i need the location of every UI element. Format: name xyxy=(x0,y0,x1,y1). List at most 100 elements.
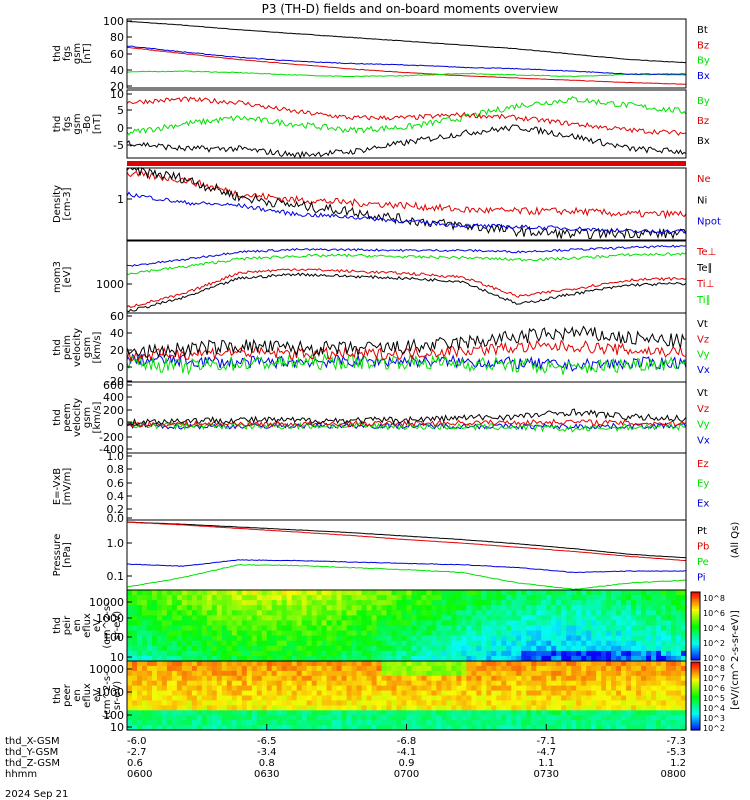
heatmap-cell xyxy=(171,710,178,716)
heatmap-cell xyxy=(147,620,153,627)
heatmap-cell xyxy=(276,695,283,701)
heatmap-cell xyxy=(471,700,477,706)
heatmap-cell xyxy=(491,661,497,667)
heatmap-cell xyxy=(127,685,133,692)
heatmap-cell xyxy=(501,645,507,652)
heatmap-cell xyxy=(231,661,238,667)
heatmap-cell xyxy=(271,695,278,701)
heatmap-cell xyxy=(651,680,657,687)
heatmap-cell xyxy=(611,640,617,647)
heatmap-cell xyxy=(156,590,163,596)
heatmap-cell xyxy=(127,661,133,667)
heatmap-cell xyxy=(646,610,652,616)
heatmap-cell xyxy=(181,610,188,616)
heatmap-cell xyxy=(391,590,398,596)
heatmap-cell xyxy=(396,690,403,697)
heatmap-cell xyxy=(426,705,433,711)
heatmap-cell xyxy=(361,710,368,716)
heatmap-cell xyxy=(336,675,343,682)
heatmap-cell xyxy=(341,635,348,642)
legend-item: Bx xyxy=(697,71,710,82)
heatmap-cell xyxy=(541,695,547,701)
heatmap-cell xyxy=(506,635,512,642)
heatmap-cell xyxy=(546,590,552,596)
heatmap-cell xyxy=(311,640,318,647)
heatmap-cell xyxy=(281,665,288,672)
heatmap-cell xyxy=(586,680,592,687)
heatmap-cell xyxy=(521,725,527,731)
heatmap-cell xyxy=(561,670,567,677)
heatmap-cell xyxy=(281,605,288,611)
heatmap-cell xyxy=(561,700,567,706)
heatmap-cell xyxy=(316,700,323,706)
heatmap-cell xyxy=(676,625,682,632)
heatmap-cell xyxy=(511,610,517,616)
heatmap-cell xyxy=(331,725,338,731)
heatmap-cell xyxy=(281,630,288,637)
heatmap-cell xyxy=(541,670,547,677)
heatmap-cell xyxy=(666,700,672,706)
heatmap-cell xyxy=(606,610,612,616)
heatmap-cell xyxy=(586,590,592,596)
heatmap-cell xyxy=(536,705,542,711)
heatmap-cell xyxy=(626,700,632,706)
heatmap-cell xyxy=(161,615,168,622)
heatmap-cell xyxy=(376,725,383,731)
heatmap-cell xyxy=(191,675,198,682)
heatmap-cell xyxy=(171,620,178,627)
y-axis-label: (cm^2-s- xyxy=(102,602,113,649)
heatmap-cell xyxy=(636,620,642,627)
heatmap-cell xyxy=(321,661,328,667)
heatmap-cell xyxy=(626,720,632,726)
heatmap-cell xyxy=(171,690,178,697)
heatmap-cell xyxy=(531,605,537,611)
y-axis-label: [nT] xyxy=(82,43,93,63)
heatmap-cell xyxy=(286,665,293,672)
y-axis-label: -Bo xyxy=(82,116,93,132)
heatmap-cell xyxy=(616,705,622,711)
panel-frame xyxy=(126,452,687,521)
heatmap-cell xyxy=(651,661,657,667)
heatmap-cell xyxy=(361,630,368,637)
heatmap-cell xyxy=(381,661,388,667)
heatmap-cell xyxy=(426,630,433,637)
heatmap-cell xyxy=(156,680,163,687)
heatmap-cell xyxy=(541,725,547,731)
colorbar-cell xyxy=(691,637,700,641)
heatmap-cell xyxy=(586,670,592,677)
heatmap-cell xyxy=(656,600,662,606)
heatmap-cell xyxy=(591,640,597,647)
heatmap-cell xyxy=(371,661,378,667)
colorbar-cell xyxy=(691,709,700,712)
heatmap-cell xyxy=(401,655,408,662)
heatmap-cell xyxy=(152,600,158,606)
heatmap-cell xyxy=(546,595,552,601)
heatmap-cell xyxy=(311,710,318,716)
heatmap-cell xyxy=(676,595,682,601)
heatmap-cell xyxy=(431,680,438,687)
heatmap-cell xyxy=(676,615,682,622)
heatmap-cell xyxy=(246,650,253,657)
heatmap-cell xyxy=(476,685,482,692)
heatmap-cell xyxy=(511,710,517,716)
heatmap-cell xyxy=(526,640,532,647)
heatmap-cell xyxy=(591,650,597,657)
heatmap-cell xyxy=(142,620,148,627)
colorbar-cell xyxy=(691,646,700,649)
heatmap-cell xyxy=(611,705,617,711)
heatmap-cell xyxy=(276,725,283,731)
series-line-pb xyxy=(126,521,687,562)
heatmap-cell xyxy=(561,635,567,642)
heatmap-cell xyxy=(521,605,527,611)
heatmap-cell xyxy=(621,700,627,706)
heatmap-cell xyxy=(446,705,452,711)
heatmap-cell xyxy=(386,605,393,611)
heatmap-cell xyxy=(606,615,612,622)
heatmap-cell xyxy=(556,670,562,677)
colorbar-cell xyxy=(691,632,700,636)
heatmap-cell xyxy=(161,675,168,682)
heatmap-cell xyxy=(646,715,652,721)
heatmap-cell xyxy=(411,695,418,701)
heatmap-cell xyxy=(231,645,238,652)
heatmap-cell xyxy=(331,655,338,662)
